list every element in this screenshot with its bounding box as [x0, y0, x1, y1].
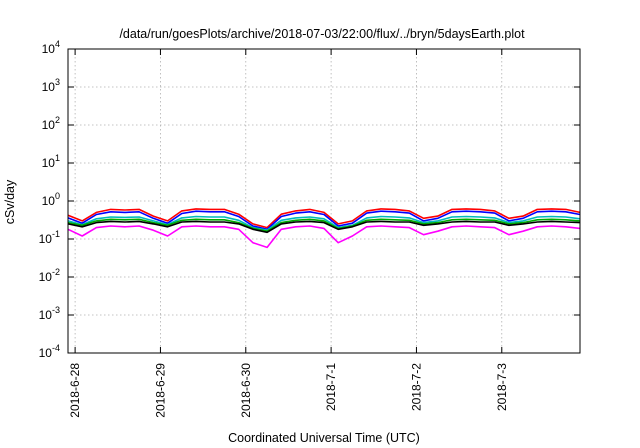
y-tick-label: 10-2: [39, 267, 60, 284]
y-tick-label: 103: [42, 77, 60, 94]
series-line-5: [67, 220, 581, 234]
x-tick-label: 2018-7-1: [324, 363, 338, 411]
x-tick-label: 2018-6-28: [68, 363, 82, 418]
series-line-4: [67, 218, 581, 232]
x-tick-label: 2018-7-3: [495, 363, 509, 411]
y-tick-label: 101: [42, 153, 60, 170]
y-tick-label: 100: [42, 191, 60, 208]
y-tick-label: 10-4: [39, 343, 60, 360]
y-tick-label: 102: [42, 115, 60, 132]
series-line-6: [67, 225, 581, 249]
x-axis: 2018-6-28 2018-6-29 2018-6-30 2018-7-1 2018-…: [68, 49, 509, 418]
x-tick-label: 2018-6-30: [239, 363, 253, 418]
series-line-2: [67, 210, 581, 231]
y-axis-label: cSv/day: [3, 179, 17, 224]
x-tick-label: 2018-6-29: [153, 363, 167, 418]
series-line-3: [67, 215, 581, 231]
y-axis: 10-4 10-3 10-2 10-1 100 101 102 103 104: [39, 39, 580, 360]
x-tick-label: 2018-7-2: [409, 363, 423, 411]
y-tick-label: 10-3: [39, 305, 60, 322]
y-tick-label: 104: [42, 39, 60, 56]
series-group: [67, 208, 581, 249]
y-tick-label: 10-1: [39, 229, 60, 246]
series-line-1: [67, 208, 581, 229]
grid: [68, 49, 580, 353]
x-axis-label: Coordinated Universal Time (UTC): [228, 431, 420, 445]
chart-title: /data/run/goesPlots/archive/2018-07-03/2…: [119, 27, 525, 41]
